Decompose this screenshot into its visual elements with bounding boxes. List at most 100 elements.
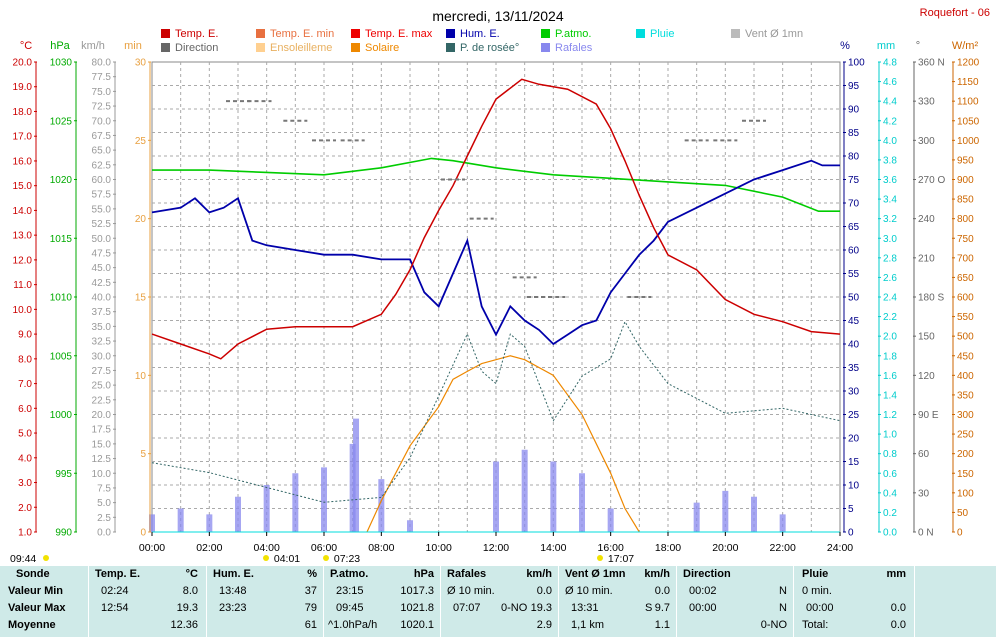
axis-time-tick: 24:00 bbox=[827, 542, 853, 554]
axis-wind-tick: 27.5 bbox=[92, 366, 112, 377]
axis-temp-tick: 4.0 bbox=[18, 453, 32, 464]
axis-hum-tick: 30 bbox=[848, 387, 860, 398]
axis-time-tick: 10:00 bbox=[426, 542, 452, 554]
axis-rain-tick: 0.8 bbox=[883, 449, 897, 460]
gust-bar bbox=[292, 473, 299, 532]
axis-temp-tick: 14.0 bbox=[13, 206, 33, 217]
axis-rain-tick: 1.6 bbox=[883, 371, 897, 382]
axis-min-tick: 20 bbox=[135, 214, 147, 225]
axis-press-tick: 1000 bbox=[50, 410, 73, 421]
sun-marker-dot bbox=[597, 555, 603, 561]
axis-press-tick: 1005 bbox=[50, 351, 73, 362]
chart-title: mercredi, 13/11/2024 bbox=[432, 8, 563, 24]
stats-wind: Vent Ø 1mn km/h Ø 10 min. 0.0 13:31 S 9.7 1,… bbox=[559, 566, 677, 637]
legend-label: Rafales bbox=[555, 42, 593, 54]
axis-wind-tick: 37.5 bbox=[92, 307, 112, 318]
legend-label: Vent Ø 1mn bbox=[745, 28, 803, 40]
press-trend: ^1.0hPa/h bbox=[328, 619, 378, 631]
axis-press-tick: 1010 bbox=[50, 293, 73, 304]
legend-swatch bbox=[256, 29, 265, 38]
axis-solar-tick: 1000 bbox=[957, 136, 980, 147]
gust-unit: km/h bbox=[526, 568, 552, 580]
legend-swatch bbox=[446, 43, 455, 52]
axis-wind-tick: 7.5 bbox=[97, 483, 111, 494]
axis-wind-tick: 75.0 bbox=[92, 87, 112, 98]
gust-min: 0.0 bbox=[536, 585, 552, 597]
axis-dir-tick: 0 N bbox=[918, 528, 934, 539]
axis-rain-tick: 3.4 bbox=[883, 195, 897, 206]
axis-time-tick: 14:00 bbox=[540, 542, 566, 554]
axis-wind-tick: 20.0 bbox=[92, 410, 112, 421]
axis-rain-tick: 4.4 bbox=[883, 97, 897, 108]
temp-min: 8.0 bbox=[182, 585, 198, 597]
axis-temp-tick: 1.0 bbox=[18, 528, 32, 539]
gust-bar bbox=[407, 520, 413, 532]
hum-min-time: 13:48 bbox=[219, 585, 247, 597]
axis-rain-tick: 2.4 bbox=[883, 293, 897, 304]
axis-hum-tick: 70 bbox=[848, 199, 860, 210]
press-min-time: 23:15 bbox=[336, 585, 364, 597]
rain-total: 0.0 bbox=[890, 619, 906, 631]
axis-wind-tick: 65.0 bbox=[92, 146, 112, 157]
axis-wind-tick: 80.0 bbox=[92, 58, 112, 69]
axis-hum-tick: 40 bbox=[848, 340, 860, 351]
axis-solar-tick: 600 bbox=[957, 293, 974, 304]
axis-solar-tick: 100 bbox=[957, 488, 974, 499]
legend-swatch bbox=[161, 43, 170, 52]
legend-label: Hum. E. bbox=[460, 28, 500, 40]
wind-max-time: 13:31 bbox=[571, 602, 599, 614]
rain-unit: mm bbox=[886, 568, 906, 580]
axis-dir-tick: 360 N bbox=[918, 58, 945, 69]
axis-solar-tick: 900 bbox=[957, 175, 974, 186]
axis-wind-tick: 12.5 bbox=[92, 454, 112, 465]
axis-wind-tick: 57.5 bbox=[92, 190, 112, 201]
press-min: 1017.3 bbox=[400, 585, 434, 597]
axis-wind-tick: 40.0 bbox=[92, 293, 112, 304]
press-unit: hPa bbox=[413, 568, 434, 580]
axis-rain-tick: 2.2 bbox=[883, 312, 897, 323]
wind-avg: 1.1 bbox=[654, 619, 670, 631]
axis-min-tick: 0 bbox=[140, 528, 146, 539]
axis-solar-tick: 800 bbox=[957, 214, 974, 225]
axis-rain-tick: 4.0 bbox=[883, 136, 897, 147]
axis-press-tick: 995 bbox=[55, 469, 72, 480]
axis-time-tick: 02:00 bbox=[196, 542, 222, 554]
axis-rain-tick: 1.8 bbox=[883, 351, 897, 362]
axis-hum-tick: 95 bbox=[848, 81, 860, 92]
axis-hum-tick: 35 bbox=[848, 363, 860, 374]
axis-time-tick: 22:00 bbox=[770, 542, 796, 554]
axis-hum-tick: 45 bbox=[848, 316, 860, 327]
axis-solar-tick: 50 bbox=[957, 508, 969, 519]
axis-solar-tick: 1150 bbox=[957, 77, 979, 88]
axis-min-tick: 5 bbox=[140, 449, 146, 460]
gust-avg: 2.9 bbox=[536, 619, 552, 631]
axis-wind-tick: 55.0 bbox=[92, 204, 112, 215]
axis-press-tick: 1030 bbox=[50, 58, 73, 69]
rain-total-label: Total: bbox=[802, 619, 829, 631]
axis-rain-tick: 3.0 bbox=[883, 234, 897, 245]
hum-max-time: 23:23 bbox=[219, 602, 247, 614]
axis-temp-tick: 7.0 bbox=[18, 379, 32, 390]
weather-chart: 20.0 19.0 18.0 17.0 16.0 15.0 14.0 13.0 12.0 11.0… bbox=[10, 7, 990, 565]
axis-time-tick: 12:00 bbox=[483, 542, 509, 554]
axis-solar-tick: 700 bbox=[957, 253, 974, 264]
wind-min: 0.0 bbox=[654, 585, 670, 597]
axis-wind-tick: 17.5 bbox=[92, 425, 112, 436]
axis-wind-unit: km/h bbox=[81, 40, 105, 52]
axis-rain-tick: 4.6 bbox=[883, 77, 897, 88]
stats-rain: Pluie mm 0 min. 00:00 0.0 Total: 0.0 bbox=[794, 566, 915, 637]
axis-dir-tick: 210 bbox=[918, 253, 935, 264]
axis-dir-tick: 90 E bbox=[918, 410, 939, 421]
stats-table: Sonde Valeur Min Valeur Max Moyenne Temp… bbox=[0, 566, 996, 637]
axis-hum-tick: 25 bbox=[848, 410, 860, 421]
axis-rain-tick: 0.6 bbox=[883, 469, 897, 480]
legend: Temp. E. Temp. E. min Temp. E. max Hum. E. P… bbox=[161, 28, 803, 54]
sun-marker-label: 04:01 bbox=[274, 553, 300, 565]
axis-temp-tick: 2.0 bbox=[18, 503, 32, 514]
axis-solar-tick: 550 bbox=[957, 312, 974, 323]
temp-min-time: 02:24 bbox=[101, 585, 129, 597]
sun-marker-dot bbox=[323, 555, 329, 561]
axis-wind-tick: 35.0 bbox=[92, 322, 112, 333]
axis-rain-tick: 2.0 bbox=[883, 332, 897, 343]
axis-hum-tick: 55 bbox=[848, 269, 860, 280]
